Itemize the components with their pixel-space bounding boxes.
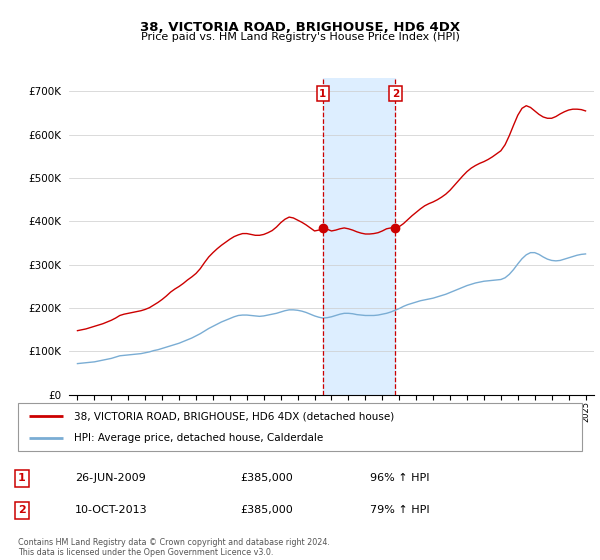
Text: £385,000: £385,000 xyxy=(240,473,293,483)
Text: HPI: Average price, detached house, Calderdale: HPI: Average price, detached house, Cald… xyxy=(74,433,323,443)
Text: Price paid vs. HM Land Registry's House Price Index (HPI): Price paid vs. HM Land Registry's House … xyxy=(140,32,460,43)
Text: 2: 2 xyxy=(18,505,26,515)
Text: £385,000: £385,000 xyxy=(240,505,293,515)
Text: 2: 2 xyxy=(392,88,399,99)
Text: 26-JUN-2009: 26-JUN-2009 xyxy=(75,473,146,483)
Bar xyxy=(323,78,395,395)
Text: 38, VICTORIA ROAD, BRIGHOUSE, HD6 4DX (detached house): 38, VICTORIA ROAD, BRIGHOUSE, HD6 4DX (d… xyxy=(74,411,395,421)
Text: Contains HM Land Registry data © Crown copyright and database right 2024.
This d: Contains HM Land Registry data © Crown c… xyxy=(18,538,330,557)
Text: 1: 1 xyxy=(18,473,26,483)
FancyBboxPatch shape xyxy=(18,403,582,451)
Text: 1: 1 xyxy=(319,88,326,99)
Text: 10-OCT-2013: 10-OCT-2013 xyxy=(75,505,148,515)
Text: 79% ↑ HPI: 79% ↑ HPI xyxy=(370,505,430,515)
Text: 96% ↑ HPI: 96% ↑ HPI xyxy=(370,473,430,483)
Text: 38, VICTORIA ROAD, BRIGHOUSE, HD6 4DX: 38, VICTORIA ROAD, BRIGHOUSE, HD6 4DX xyxy=(140,21,460,34)
